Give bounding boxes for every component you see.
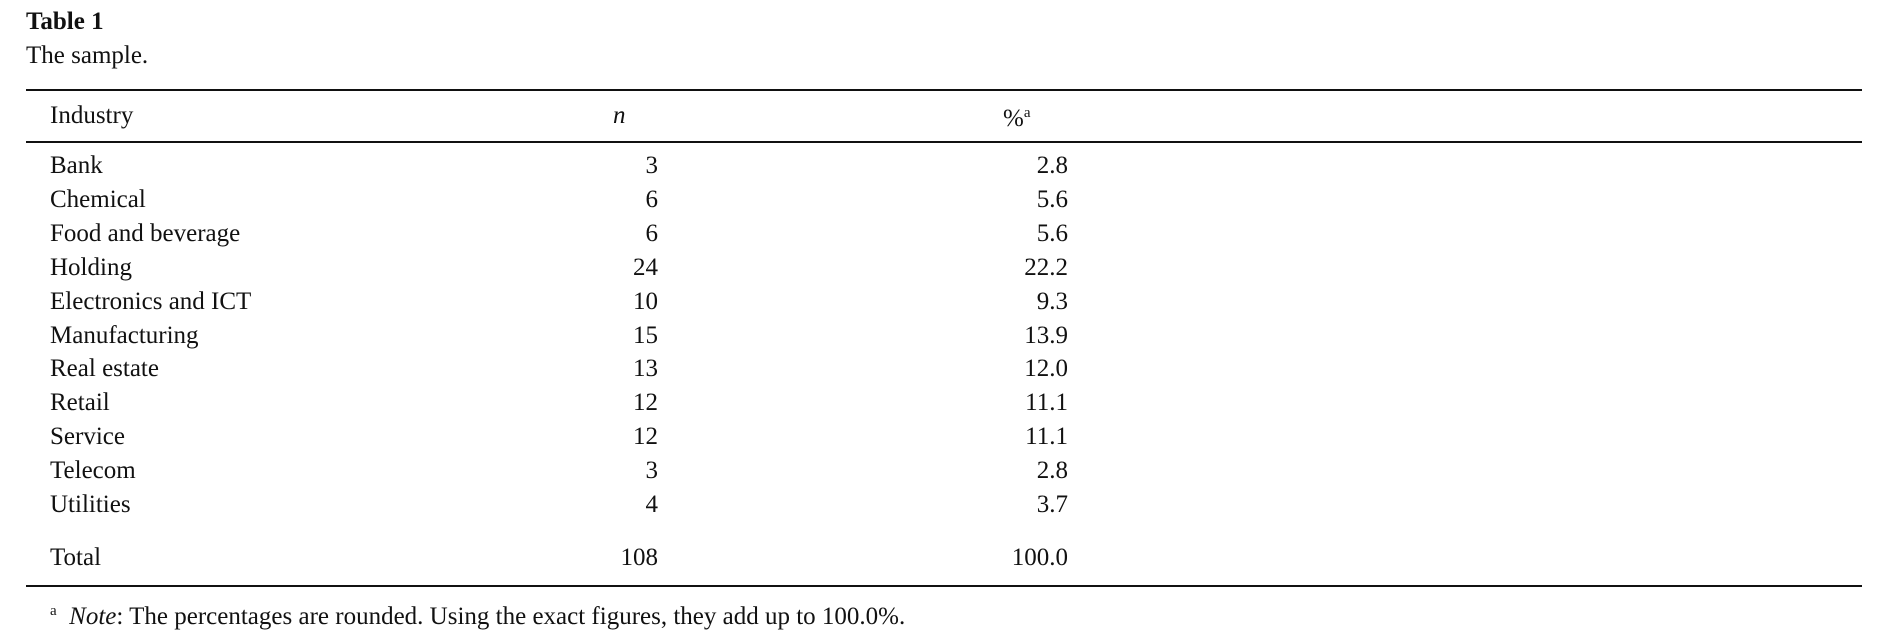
row-label: Electronics and ICT <box>50 287 252 315</box>
row-label: Service <box>50 423 125 451</box>
column-header-text: % <box>1003 105 1024 132</box>
note-text: : The percentages are rounded. Using the… <box>116 603 906 630</box>
footnote-ref: a <box>1023 105 1031 121</box>
header-rule <box>26 141 1862 143</box>
row-label: Retail <box>50 389 110 417</box>
row-label: Real estate <box>50 355 159 383</box>
table-title: Table 1 <box>26 8 104 35</box>
top-rule <box>26 89 1862 91</box>
cell: 4 <box>645 491 659 518</box>
row-label: Manufacturing <box>50 321 199 349</box>
row-label: Food and beverage <box>50 219 241 247</box>
cell: 108 <box>620 544 659 571</box>
cell: 5.6 <box>1036 219 1068 247</box>
cell: 22.2 <box>1024 253 1068 281</box>
cell: 11.1 <box>1025 389 1068 417</box>
row-label: Chemical <box>50 185 146 213</box>
row-label: Holding <box>50 253 132 281</box>
bottom-rule <box>26 585 1862 587</box>
cell: 3 <box>645 152 659 179</box>
cell: 13.9 <box>1024 321 1068 349</box>
column-header: %a <box>1003 98 1031 134</box>
cell: 100.0 <box>1011 544 1068 571</box>
table-caption: The sample. <box>26 42 149 69</box>
row-label: Telecom <box>50 457 136 485</box>
table-note: a Note: The percentages are rounded. Usi… <box>50 596 905 632</box>
cell: 3.7 <box>1036 491 1068 518</box>
cell: 12 <box>633 389 658 417</box>
cell: 13 <box>633 355 658 383</box>
cell: 5.6 <box>1036 185 1068 213</box>
row-label: Total <box>50 544 102 571</box>
cell: 6 <box>645 219 659 247</box>
cell: 6 <box>645 185 659 213</box>
cell: 15 <box>633 321 658 349</box>
cell: 2.8 <box>1036 152 1068 179</box>
cell: 10 <box>633 287 658 315</box>
cell: 12 <box>633 423 658 451</box>
note-label: Note <box>69 603 117 630</box>
cell: 11.1 <box>1025 423 1068 451</box>
cell: 3 <box>645 457 659 485</box>
row-label: Bank <box>50 152 103 179</box>
cell: 24 <box>633 253 658 281</box>
cell: 12.0 <box>1024 355 1068 383</box>
column-header: n <box>613 102 626 129</box>
row-label: Utilities <box>50 491 131 518</box>
cell: 9.3 <box>1036 287 1068 315</box>
column-header: Industry <box>50 102 134 129</box>
footnote-marker: a <box>50 603 57 619</box>
cell: 2.8 <box>1036 457 1068 485</box>
